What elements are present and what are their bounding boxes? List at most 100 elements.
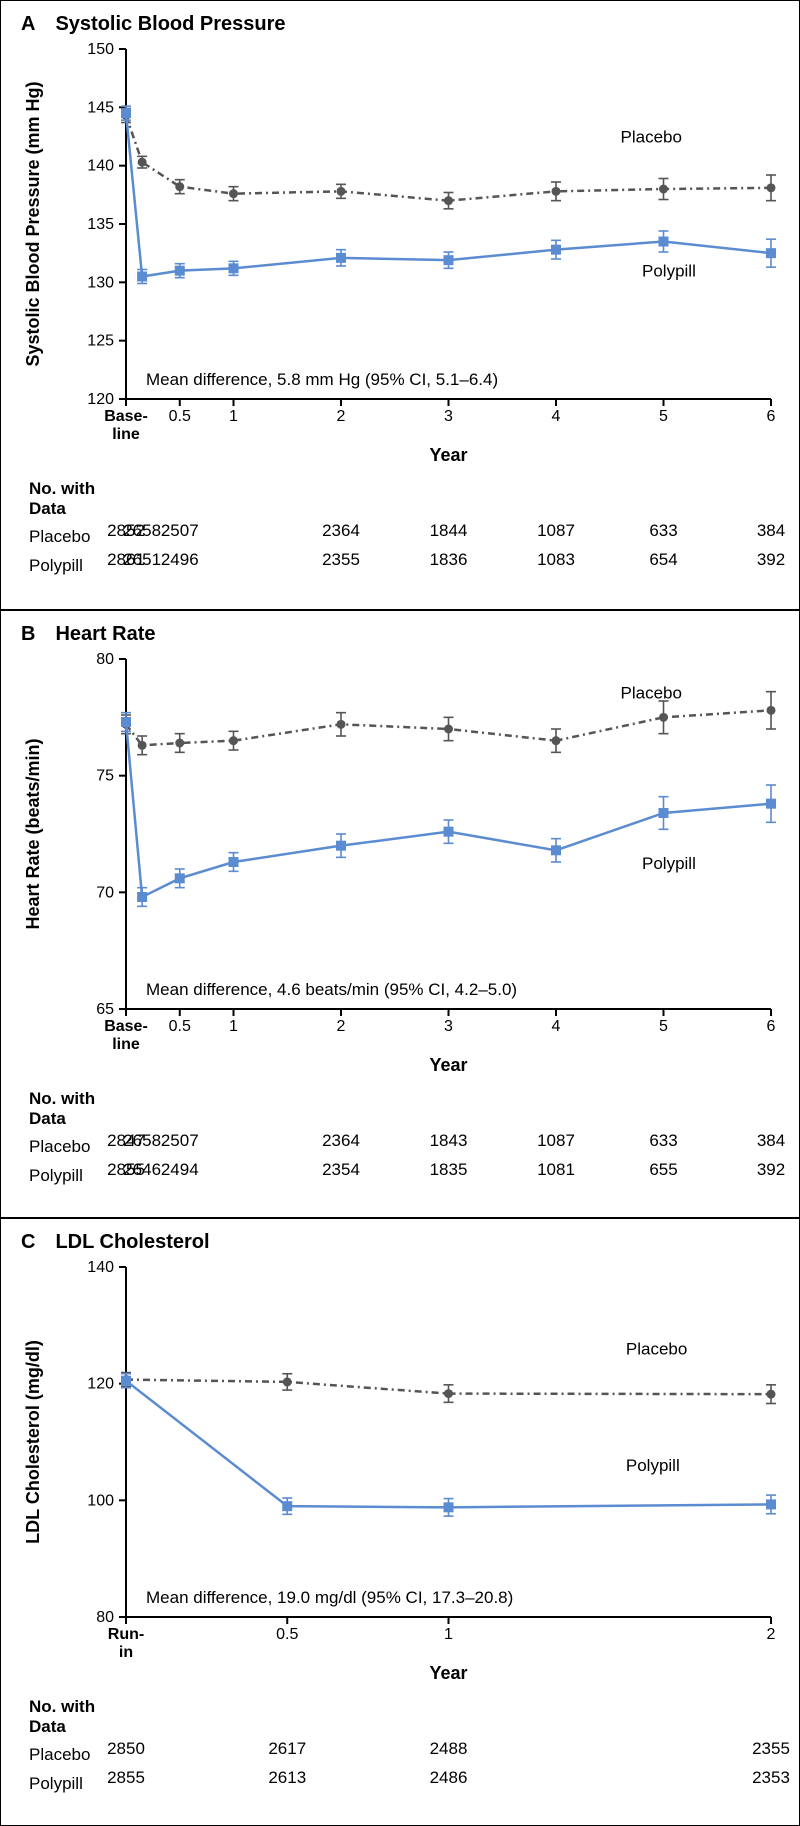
n-table-label: Placebo: [29, 1744, 119, 1767]
n-table-cell: 2355: [752, 1738, 790, 1761]
svg-text:3: 3: [444, 408, 453, 425]
svg-text:0.5: 0.5: [276, 1626, 298, 1643]
n-table-cell: 1087: [537, 520, 575, 543]
n-table-cell: 1087: [537, 1130, 575, 1153]
n-table-row: Polypill285526462494235418351081655392: [29, 1159, 799, 1188]
series-label-placebo: Placebo: [621, 127, 682, 146]
svg-text:line: line: [112, 426, 140, 443]
series-label-placebo: Placebo: [621, 684, 682, 703]
chart-A: 120125130135140145150Base-line0.5123456S…: [1, 1, 800, 479]
n-table-cell: 2617: [268, 1738, 306, 1761]
svg-text:130: 130: [87, 274, 114, 291]
n-table-cell: 1843: [430, 1130, 468, 1153]
svg-text:6: 6: [767, 408, 776, 425]
n-table-label: Polypill: [29, 555, 119, 578]
y-axis-label: Systolic Blood Pressure (mm Hg): [23, 81, 43, 366]
n-table-cell: 2855: [107, 1767, 145, 1790]
svg-text:2: 2: [337, 408, 346, 425]
n-table-cell: 1083: [537, 549, 575, 572]
n-table: No. withDataPlacebo284726582507236418431…: [1, 1089, 799, 1204]
chart-B: 65707580Base-line0.5123456Heart Rate (be…: [1, 611, 800, 1089]
n-table-cell: 655: [649, 1159, 677, 1182]
n-table-cell: 1081: [537, 1159, 575, 1182]
series-label-placebo: Placebo: [626, 1340, 687, 1359]
chart-C: 80100120140Run-in0.512LDL Cholesterol (m…: [1, 1219, 800, 1697]
n-table-cell: 2507: [161, 1130, 199, 1153]
svg-text:line: line: [112, 1036, 140, 1053]
n-table-cell: 1836: [430, 549, 468, 572]
n-table-cell: 2613: [268, 1767, 306, 1790]
y-axis-label: Heart Rate (beats/min): [23, 738, 43, 929]
annotation: Mean difference, 4.6 beats/min (95% CI, …: [146, 980, 517, 999]
n-table-header: No. withData: [29, 1089, 799, 1130]
annotation: Mean difference, 19.0 mg/dl (95% CI, 17.…: [146, 1588, 513, 1607]
n-table-cell: 1835: [430, 1159, 468, 1182]
svg-text:150: 150: [87, 41, 114, 58]
n-table-cell: 2496: [161, 549, 199, 572]
n-table-cell: 2354: [322, 1159, 360, 1182]
x-axis-label: Year: [429, 445, 467, 465]
n-table-label: Polypill: [29, 1773, 119, 1796]
svg-text:0.5: 0.5: [169, 408, 191, 425]
n-table-cell: 2658: [123, 520, 161, 543]
n-table-cell: 1844: [430, 520, 468, 543]
n-table: No. withDataPlacebo285226582507236418441…: [1, 479, 799, 594]
n-table-cell: 2850: [107, 1738, 145, 1761]
svg-text:in: in: [119, 1644, 133, 1661]
svg-text:2: 2: [337, 1018, 346, 1035]
x-axis-label: Year: [429, 1663, 467, 1683]
n-table-cell: 654: [649, 549, 677, 572]
n-table-label: Placebo: [29, 526, 119, 549]
svg-text:0.5: 0.5: [169, 1018, 191, 1035]
n-table-header: No. withData: [29, 1697, 799, 1738]
svg-text:5: 5: [659, 408, 668, 425]
svg-text:1: 1: [444, 1626, 453, 1643]
n-table-cell: 384: [757, 520, 785, 543]
svg-text:120: 120: [87, 391, 114, 408]
panel-B: B Heart Rate65707580Base-line0.5123456He…: [0, 610, 800, 1218]
svg-text:65: 65: [96, 1001, 114, 1018]
svg-text:80: 80: [96, 651, 114, 668]
n-table-cell: 2494: [161, 1159, 199, 1182]
n-table-row: Polypill286126512496235518361083654392: [29, 549, 799, 578]
y-axis-label: LDL Cholesterol (mg/dl): [23, 1340, 43, 1544]
n-table-cell: 2364: [322, 520, 360, 543]
svg-text:145: 145: [87, 99, 114, 116]
n-table-cell: 633: [649, 1130, 677, 1153]
n-table-cell: 2353: [752, 1767, 790, 1790]
svg-text:Run-: Run-: [108, 1626, 144, 1643]
n-table-row: Placebo285226582507236418441087633384: [29, 520, 799, 549]
panel-A: A Systolic Blood Pressure120125130135140…: [0, 0, 800, 610]
svg-text:1: 1: [229, 408, 238, 425]
n-table-label: Placebo: [29, 1136, 119, 1159]
svg-text:4: 4: [552, 408, 561, 425]
n-table-row: Placebo284726582507236418431087633384: [29, 1130, 799, 1159]
n-table-cell: 2364: [322, 1130, 360, 1153]
n-table-label: Polypill: [29, 1165, 119, 1188]
svg-text:1: 1: [229, 1018, 238, 1035]
svg-text:Base-: Base-: [104, 408, 148, 425]
series-label-polypill: Polypill: [626, 1456, 680, 1475]
svg-text:2: 2: [767, 1626, 776, 1643]
svg-text:100: 100: [87, 1492, 114, 1509]
n-table-row: Placebo2850 2617 2488 2355: [29, 1738, 799, 1767]
svg-text:140: 140: [87, 1259, 114, 1276]
svg-text:4: 4: [552, 1018, 561, 1035]
n-table-cell: 384: [757, 1130, 785, 1153]
svg-text:120: 120: [87, 1376, 114, 1393]
n-table-cell: 392: [757, 549, 785, 572]
n-table-cell: 2507: [161, 520, 199, 543]
svg-text:125: 125: [87, 333, 114, 350]
n-table-cell: 392: [757, 1159, 785, 1182]
svg-text:135: 135: [87, 216, 114, 233]
n-table-cell: 2488: [430, 1738, 468, 1761]
series-label-polypill: Polypill: [642, 854, 696, 873]
n-table-cell: 2646: [123, 1159, 161, 1182]
svg-text:75: 75: [96, 768, 114, 785]
svg-text:5: 5: [659, 1018, 668, 1035]
n-table: No. withData Placebo2850 2617 2488 2355 Polyp…: [1, 1697, 799, 1812]
svg-text:Base-: Base-: [104, 1018, 148, 1035]
n-table-cell: 2651: [123, 549, 161, 572]
n-table-cell: 2486: [430, 1767, 468, 1790]
n-table-cell: 2355: [322, 549, 360, 572]
